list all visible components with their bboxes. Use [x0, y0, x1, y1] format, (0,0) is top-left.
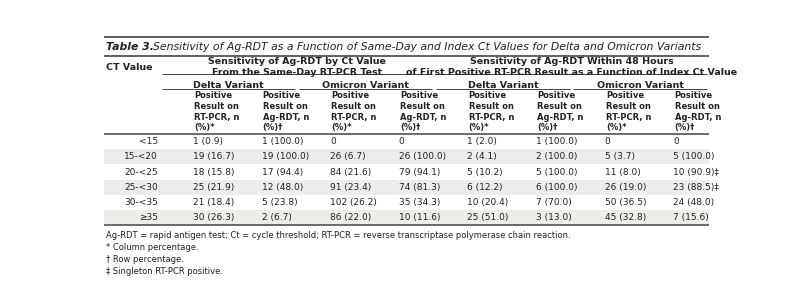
Text: Sensitivity of Ag-RDT Within 48 Hours
of First Positive RT-PCR Result as a Funct: Sensitivity of Ag-RDT Within 48 Hours of…	[406, 57, 737, 77]
Text: 7 (70.0): 7 (70.0)	[536, 198, 572, 207]
Text: 45 (32.8): 45 (32.8)	[604, 213, 646, 222]
Text: * Column percentage.: * Column percentage.	[106, 242, 199, 251]
Text: 1 (100.0): 1 (100.0)	[536, 137, 578, 146]
Text: Positive
Result on
Ag-RDT, n
(%)†: Positive Result on Ag-RDT, n (%)†	[263, 91, 309, 132]
Text: 6 (100.0): 6 (100.0)	[536, 183, 578, 192]
Text: 20-<25: 20-<25	[125, 168, 158, 177]
Text: 25-<30: 25-<30	[124, 183, 158, 192]
Text: 10 (90.9)‡: 10 (90.9)‡	[673, 168, 720, 177]
Text: 26 (6.7): 26 (6.7)	[330, 152, 366, 161]
Text: 35 (34.3): 35 (34.3)	[398, 198, 440, 207]
Bar	[103, 149, 709, 164]
Text: 50 (36.5): 50 (36.5)	[604, 198, 646, 207]
Text: 5 (100.0): 5 (100.0)	[673, 152, 715, 161]
Text: 84 (21.6): 84 (21.6)	[330, 168, 372, 177]
Text: 7 (15.6): 7 (15.6)	[673, 213, 709, 222]
Text: 11 (8.0): 11 (8.0)	[604, 168, 641, 177]
Text: 25 (51.0): 25 (51.0)	[467, 213, 509, 222]
Text: Omicron Variant: Omicron Variant	[322, 81, 409, 90]
Text: 1 (0.9): 1 (0.9)	[193, 137, 222, 146]
Text: Sensitivity of Ag-RDT as a Function of Same-Day and Index Ct Values for Delta an: Sensitivity of Ag-RDT as a Function of S…	[146, 42, 701, 52]
Text: 10 (20.4): 10 (20.4)	[467, 198, 509, 207]
Text: Table 3.: Table 3.	[106, 42, 154, 52]
Text: 1 (100.0): 1 (100.0)	[261, 137, 303, 146]
Text: ≥35: ≥35	[139, 213, 158, 222]
Text: Positive
Result on
RT-PCR, n
(%)*: Positive Result on RT-PCR, n (%)*	[331, 91, 376, 132]
Bar	[103, 210, 709, 225]
Text: 5 (10.2): 5 (10.2)	[467, 168, 503, 177]
Text: 0: 0	[398, 137, 405, 146]
Text: † Row percentage.: † Row percentage.	[106, 254, 184, 263]
Text: 25 (21.9): 25 (21.9)	[193, 183, 234, 192]
Text: 2 (100.0): 2 (100.0)	[536, 152, 578, 161]
Text: ‡ Singleton RT-PCR positive.: ‡ Singleton RT-PCR positive.	[106, 266, 223, 275]
Text: Positive
Result on
Ag-RDT, n
(%)†: Positive Result on Ag-RDT, n (%)†	[400, 91, 447, 132]
Text: 26 (100.0): 26 (100.0)	[398, 152, 446, 161]
Text: 5 (23.8): 5 (23.8)	[261, 198, 297, 207]
Text: 91 (23.4): 91 (23.4)	[330, 183, 372, 192]
Text: 0: 0	[604, 137, 611, 146]
Text: 3 (13.0): 3 (13.0)	[536, 213, 572, 222]
Bar	[103, 180, 709, 195]
Text: 86 (22.0): 86 (22.0)	[330, 213, 372, 222]
Text: 74 (81.3): 74 (81.3)	[398, 183, 440, 192]
Text: Omicron Variant: Omicron Variant	[596, 81, 684, 90]
Text: 5 (3.7): 5 (3.7)	[604, 152, 634, 161]
Text: 2 (4.1): 2 (4.1)	[467, 152, 497, 161]
Text: Positive
Result on
Ag-RDT, n
(%)†: Positive Result on Ag-RDT, n (%)†	[675, 91, 721, 132]
Text: 10 (11.6): 10 (11.6)	[398, 213, 440, 222]
Text: Sensitivity of Ag-RDT by Ct Value
From the Same-Day RT-PCR Test: Sensitivity of Ag-RDT by Ct Value From t…	[208, 57, 386, 77]
Text: 23 (88.5)‡: 23 (88.5)‡	[673, 183, 720, 192]
Text: 21 (18.4): 21 (18.4)	[193, 198, 234, 207]
Text: Positive
Result on
Ag-RDT, n
(%)†: Positive Result on Ag-RDT, n (%)†	[537, 91, 584, 132]
Text: 79 (94.1): 79 (94.1)	[398, 168, 440, 177]
Text: 18 (15.8): 18 (15.8)	[193, 168, 234, 177]
Text: 26 (19.0): 26 (19.0)	[604, 183, 646, 192]
Text: <15: <15	[139, 137, 158, 146]
Text: 2 (6.7): 2 (6.7)	[261, 213, 291, 222]
Text: 6 (12.2): 6 (12.2)	[467, 183, 503, 192]
Text: 5 (100.0): 5 (100.0)	[536, 168, 578, 177]
Text: Delta Variant: Delta Variant	[193, 81, 264, 90]
Text: 30 (26.3): 30 (26.3)	[193, 213, 234, 222]
Text: Ag-RDT = rapid antigen test; Ct = cycle threshold; RT-PCR = reverse transcriptas: Ag-RDT = rapid antigen test; Ct = cycle …	[106, 230, 570, 239]
Text: 15-<20: 15-<20	[124, 152, 158, 161]
Text: 19 (16.7): 19 (16.7)	[193, 152, 234, 161]
Text: 0: 0	[330, 137, 336, 146]
Text: Positive
Result on
RT-PCR, n
(%)*: Positive Result on RT-PCR, n (%)*	[606, 91, 651, 132]
Text: 24 (48.0): 24 (48.0)	[673, 198, 715, 207]
Text: Positive
Result on
RT-PCR, n
(%)*: Positive Result on RT-PCR, n (%)*	[194, 91, 240, 132]
Text: 19 (100.0): 19 (100.0)	[261, 152, 308, 161]
Text: 102 (26.2): 102 (26.2)	[330, 198, 377, 207]
Text: 30-<35: 30-<35	[124, 198, 158, 207]
Text: 0: 0	[673, 137, 679, 146]
Text: CT Value: CT Value	[106, 63, 152, 72]
Text: 12 (48.0): 12 (48.0)	[261, 183, 303, 192]
Text: Positive
Result on
RT-PCR, n
(%)*: Positive Result on RT-PCR, n (%)*	[469, 91, 514, 132]
Text: 1 (2.0): 1 (2.0)	[467, 137, 497, 146]
Text: 17 (94.4): 17 (94.4)	[261, 168, 303, 177]
Text: Delta Variant: Delta Variant	[468, 81, 538, 90]
